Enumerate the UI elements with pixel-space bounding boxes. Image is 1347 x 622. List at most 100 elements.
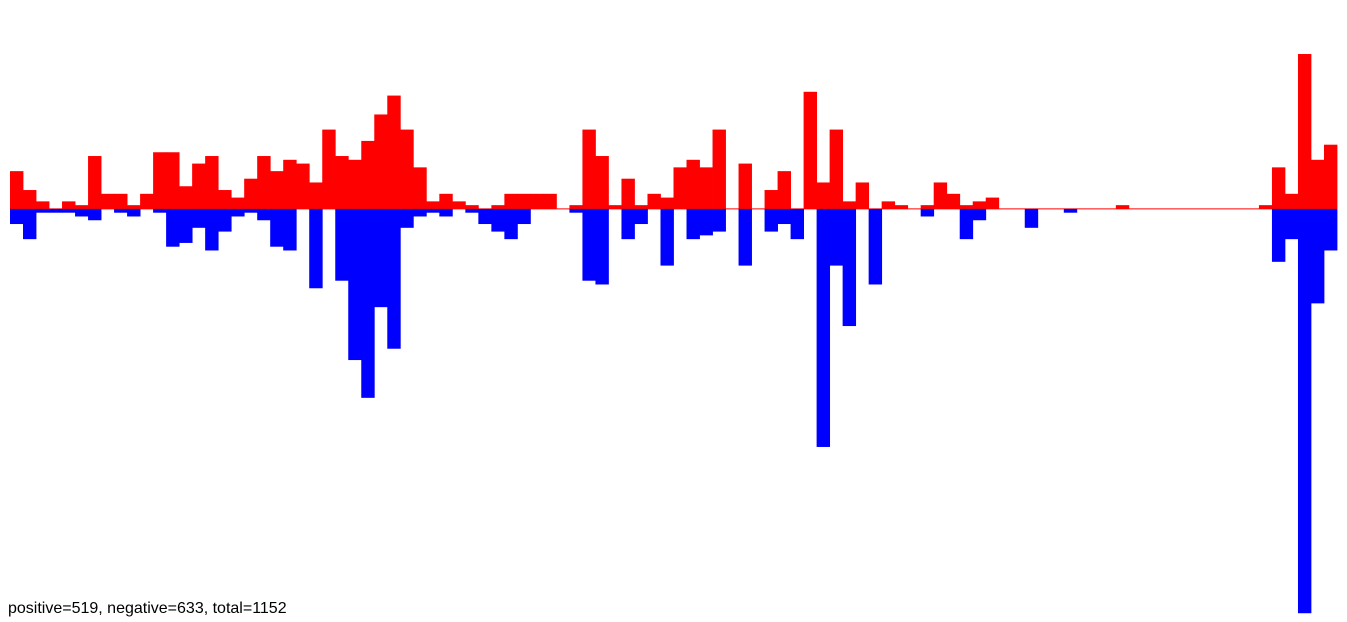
negative-bar-53	[699, 208, 713, 236]
positive-bar-96	[1258, 205, 1273, 209]
positive-bar-8	[114, 193, 128, 209]
negative-bar-97	[1271, 208, 1286, 262]
negative-bar-44	[582, 208, 596, 281]
positive-bar-44	[582, 129, 596, 209]
positive-bar-23	[309, 182, 323, 209]
positive-bar-64	[842, 201, 857, 209]
negative-bar-4	[62, 208, 76, 213]
negative-bar-14	[192, 208, 206, 228]
positive-bar-18	[244, 178, 258, 209]
negative-bar-17	[231, 208, 245, 217]
negative-bar-43	[569, 208, 583, 213]
negative-bar-48	[634, 208, 648, 225]
positive-bar-52	[686, 159, 700, 209]
positive-bar-5	[75, 205, 89, 209]
negative-bar-101	[1323, 208, 1338, 251]
positive-bar-11	[153, 152, 167, 209]
negative-bar-9	[127, 208, 141, 217]
positive-bar-39	[517, 193, 531, 209]
negative-bar-81	[1063, 208, 1078, 213]
negative-bar-32	[426, 208, 440, 213]
positive-bar-100	[1310, 159, 1325, 209]
positive-bar-63	[829, 129, 844, 209]
negative-bar-62	[816, 208, 831, 447]
positive-bar-85	[1115, 205, 1130, 209]
negative-bar-60	[790, 208, 804, 240]
negative-bar-28	[374, 208, 388, 308]
positive-bar-58	[764, 190, 778, 209]
positive-bar-97	[1271, 167, 1286, 209]
positive-bar-6	[88, 156, 102, 209]
negative-bar-3	[49, 208, 63, 213]
negative-bar-45	[595, 208, 609, 285]
positive-bar-26	[348, 159, 362, 209]
positive-bar-56	[738, 163, 752, 209]
positive-bar-31	[413, 167, 427, 209]
positive-bar-74	[972, 201, 987, 209]
positive-bar-32	[426, 201, 440, 209]
positive-bar-70	[920, 205, 935, 209]
positive-bar-54	[712, 129, 726, 209]
positive-bar-17	[231, 197, 245, 209]
negative-bar-50	[660, 208, 674, 266]
negative-bar-100	[1310, 208, 1325, 304]
positive-bar-4	[62, 201, 76, 209]
negative-bar-38	[504, 208, 518, 240]
negative-bar-39	[517, 208, 531, 225]
positive-bar-72	[946, 193, 961, 209]
summary-text: positive=519, negative=633, total=1152	[8, 600, 287, 617]
negative-bar-27	[361, 208, 375, 398]
positive-bar-67	[881, 201, 896, 209]
positive-bar-7	[101, 193, 115, 209]
negative-bar-58	[764, 208, 778, 232]
negative-bar-12	[166, 208, 180, 247]
positive-bar-21	[283, 159, 297, 209]
positive-bar-28	[374, 114, 388, 209]
positive-bar-71	[933, 182, 948, 209]
negative-bar-70	[920, 208, 935, 217]
positive-bar-1	[23, 190, 37, 209]
negative-bar-56	[738, 208, 752, 266]
positive-bar-101	[1323, 144, 1338, 209]
negative-bar-35	[465, 208, 479, 213]
positive-bar-43	[569, 205, 583, 209]
negative-bar-16	[218, 208, 232, 232]
positive-bar-34	[452, 201, 466, 209]
positive-bar-30	[400, 129, 414, 209]
positive-bar-37	[491, 205, 505, 209]
positive-bar-2	[36, 201, 50, 209]
positive-bar-50	[660, 197, 674, 209]
negative-bar-18	[244, 208, 258, 213]
negative-bar-2	[36, 208, 50, 213]
positive-bar-10	[140, 193, 154, 209]
negative-bar-5	[75, 208, 89, 217]
positive-bar-45	[595, 156, 609, 209]
positive-bar-46	[608, 205, 622, 209]
positive-bar-48	[634, 205, 648, 209]
negative-bar-1	[23, 208, 37, 240]
positive-bar-41	[543, 193, 557, 209]
positive-bar-22	[296, 163, 310, 209]
positive-bar-15	[205, 156, 219, 209]
negative-bar-0	[10, 208, 24, 225]
negative-bar-73	[959, 208, 974, 240]
positive-bar-16	[218, 190, 232, 209]
positive-bar-25	[335, 156, 349, 209]
positive-bar-62	[816, 182, 831, 209]
negative-bar-25	[335, 208, 349, 281]
positive-bar-99	[1297, 54, 1312, 209]
negative-bar-11	[153, 208, 167, 213]
negative-bar-30	[400, 208, 414, 228]
positive-bar-53	[699, 167, 713, 209]
negative-bar-29	[387, 208, 401, 349]
negative-bar-74	[972, 208, 987, 221]
positive-bar-73	[959, 205, 974, 209]
negative-bar-8	[114, 208, 128, 213]
positive-bar-0	[10, 171, 24, 209]
positive-bar-49	[647, 193, 661, 209]
negative-bar-54	[712, 208, 726, 232]
negative-bar-15	[205, 208, 219, 251]
positive-bar-9	[127, 205, 141, 209]
negative-bar-78	[1024, 208, 1039, 228]
